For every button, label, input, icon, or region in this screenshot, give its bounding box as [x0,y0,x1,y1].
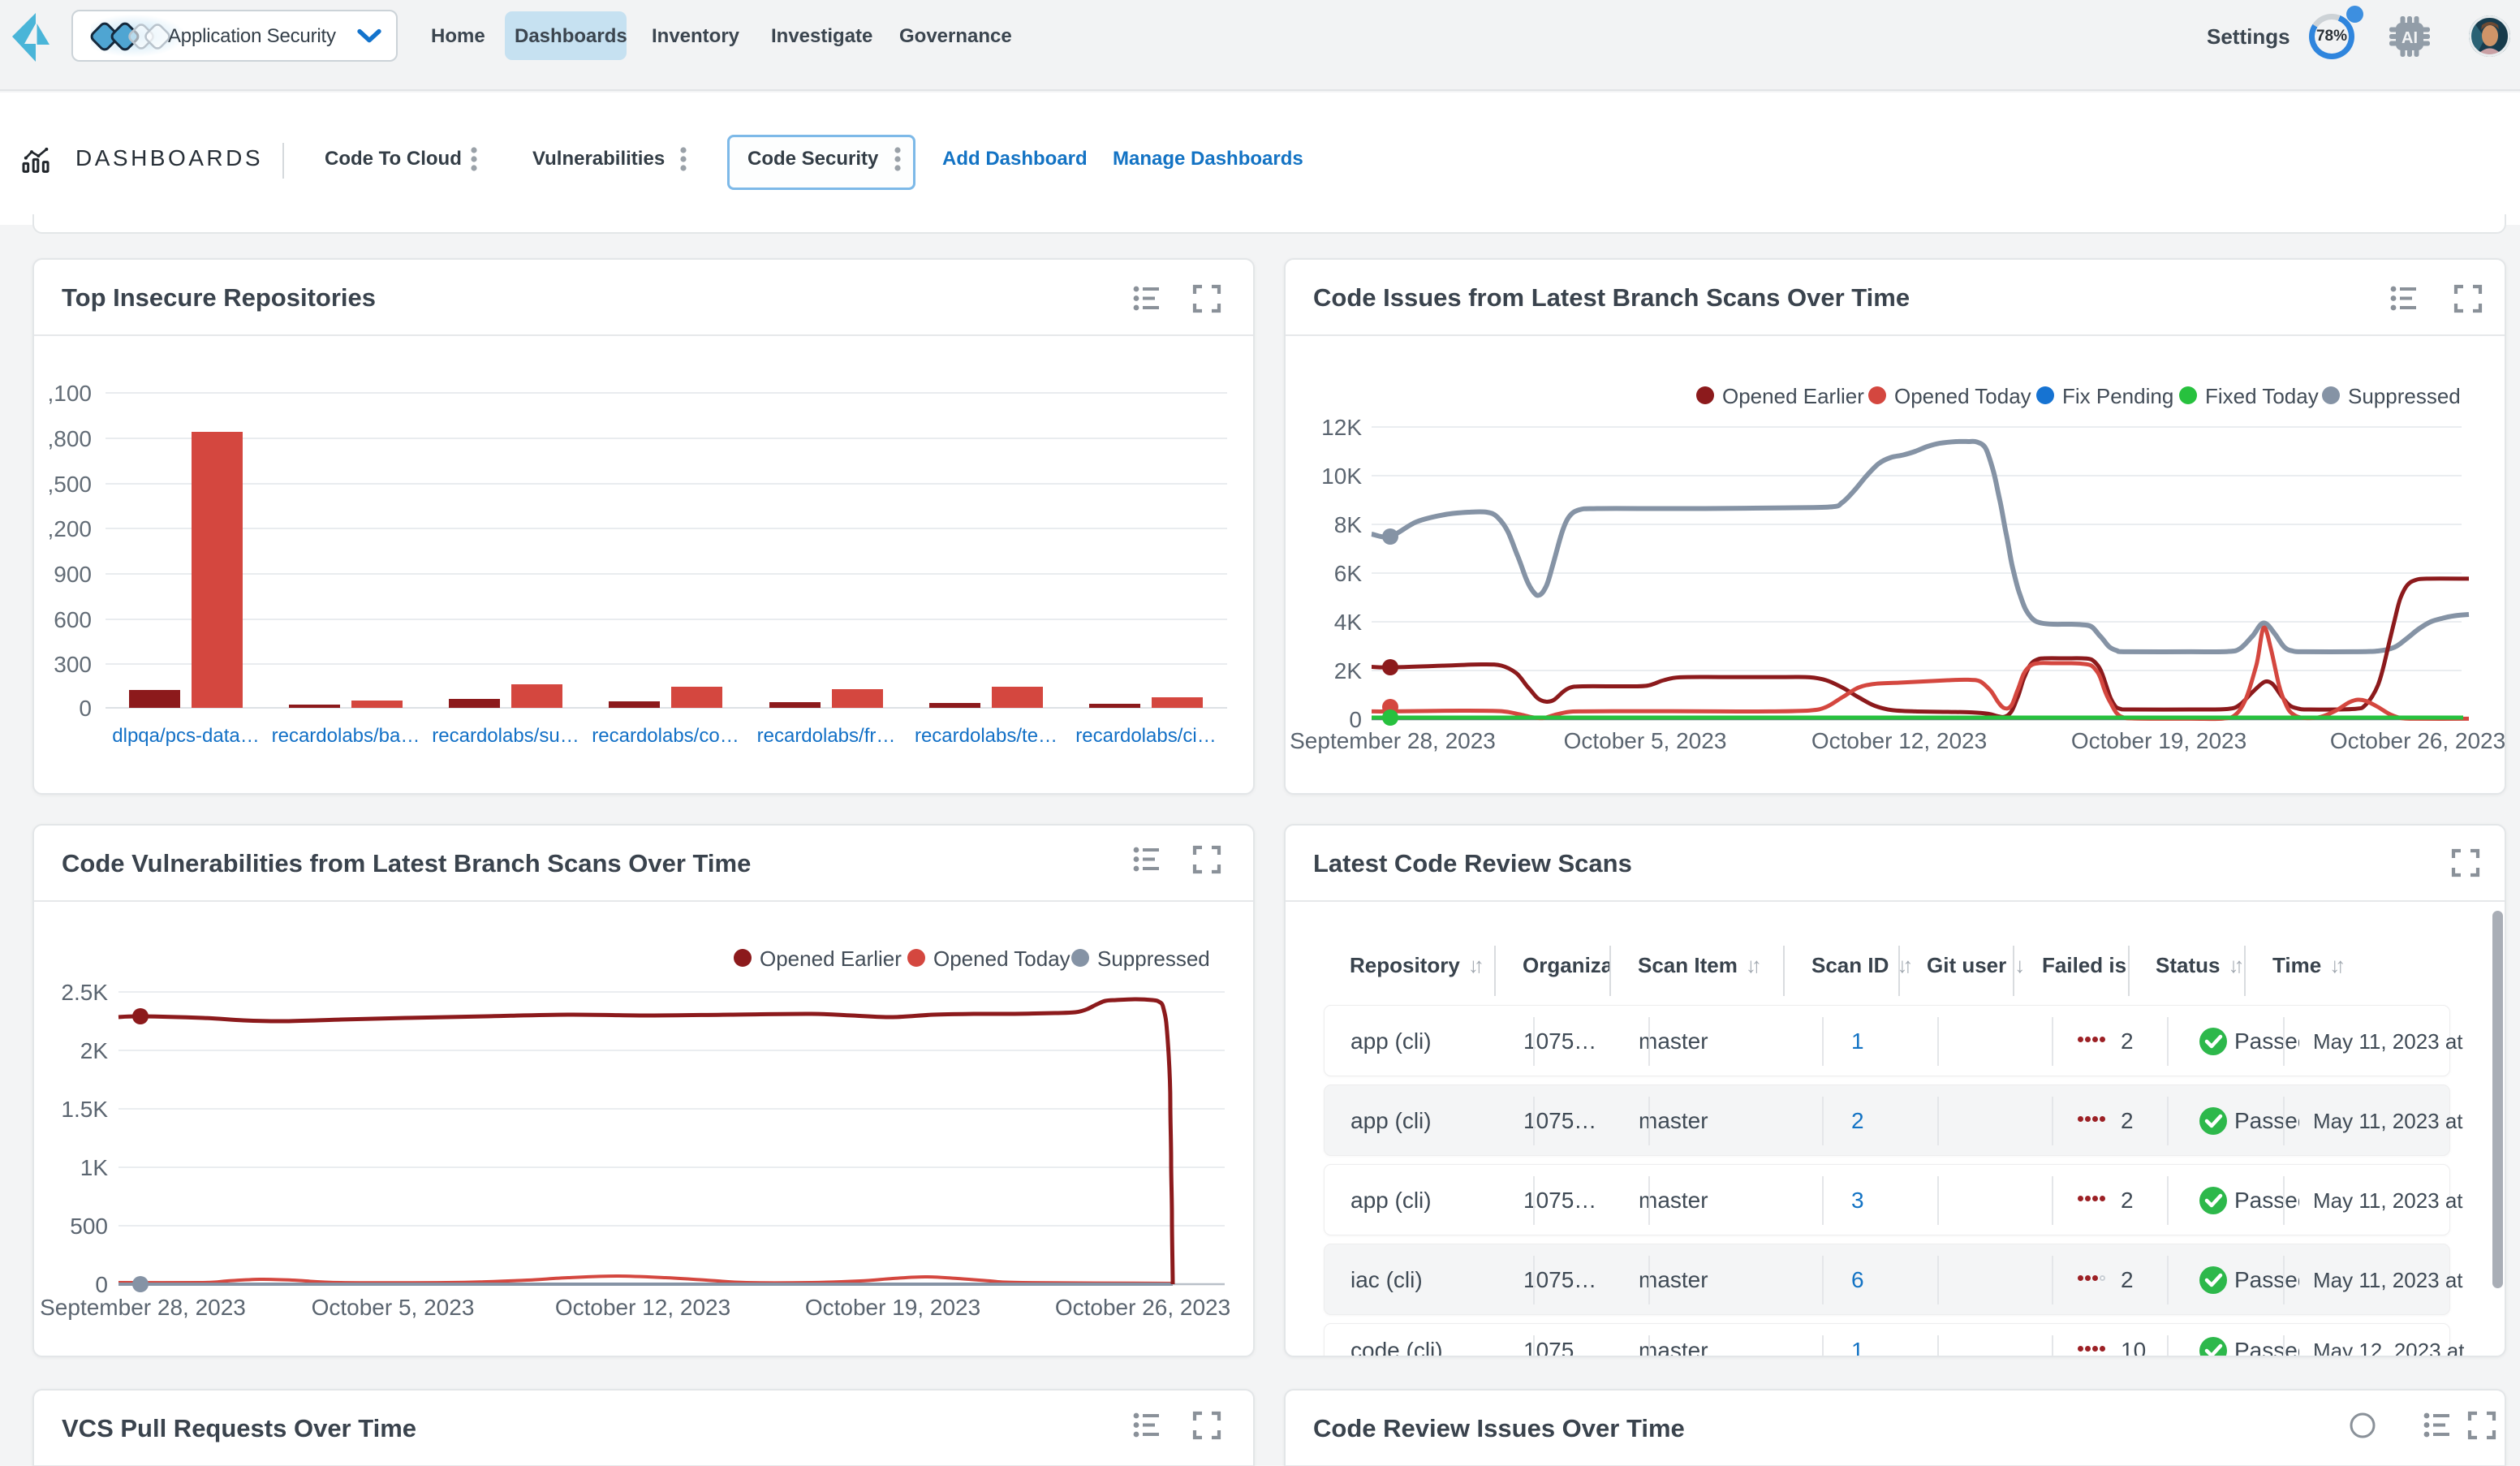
svg-text:AI: AI [2402,29,2418,47]
